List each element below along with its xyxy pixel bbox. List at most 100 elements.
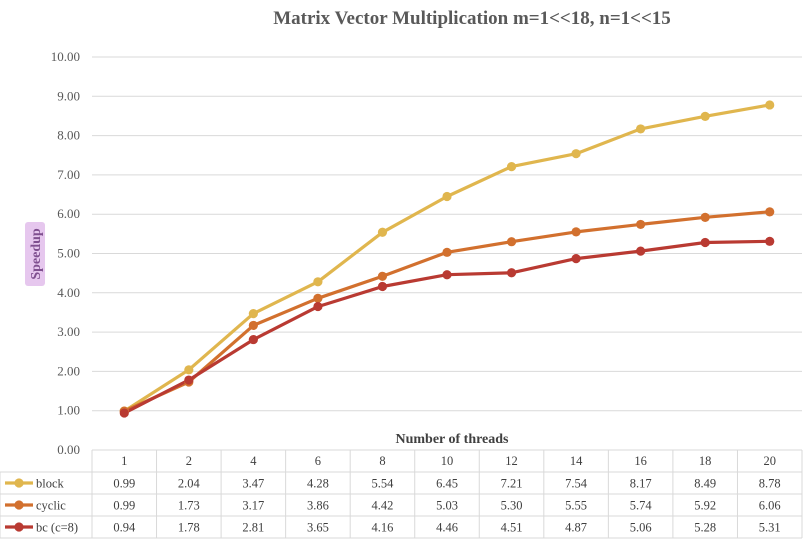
table-cell-value: 5.54 [372,477,395,491]
y-tick-label: 7.00 [57,167,80,182]
table-cell-value: 8.49 [694,477,716,491]
table-cell-value: 6.06 [759,499,781,513]
data-point [184,365,194,375]
table-cell-value: 3.65 [307,521,329,535]
table-cell-value: 6.45 [436,477,458,491]
legend-marker [14,522,24,532]
data-point [700,212,710,222]
data-point [765,236,775,246]
data-point [377,281,388,292]
table-cell-value: 5.31 [759,521,781,535]
data-point [313,277,323,287]
table-cell-value: 0.99 [113,477,135,491]
data-point [700,111,710,121]
x-tick-label: 14 [570,454,583,468]
data-point [248,320,258,331]
y-axis-title-highlight [25,222,45,286]
data-point [184,375,194,385]
series-lines [119,100,775,418]
y-tick-label: 9.00 [57,88,80,103]
legend-label: block [36,477,65,491]
table-cell-value: 7.21 [501,477,523,491]
x-tick-label: 4 [250,454,257,468]
x-tick-label: 6 [315,454,321,468]
data-point [765,207,775,217]
table-cell-value: 5.28 [694,521,716,535]
chart-title: Matrix Vector Multiplication m=1<<18, n=… [273,8,671,29]
table-cell-value: 8.17 [630,477,652,491]
y-tick-label: 0.00 [57,442,80,457]
table-cell-value: 4.87 [565,521,587,535]
data-point [442,191,452,202]
table-cell-value: 1.78 [178,521,200,535]
x-tick-label: 20 [763,454,776,468]
y-axis-title: Speedup [25,222,45,286]
table-cell-value: 0.99 [113,499,135,513]
table-cell-value: 2.81 [242,521,264,535]
table-cell-value: 4.51 [501,521,523,535]
data-point [571,149,581,159]
table-cell-value: 3.47 [242,477,264,491]
data-point [506,162,517,172]
y-tick-label: 1.00 [57,403,80,418]
data-point [248,309,258,319]
table-cell-value: 4.28 [307,477,329,491]
data-point [119,408,129,418]
table-cell-value: 5.74 [630,499,653,513]
y-tick-label: 10.00 [51,49,80,64]
table-cell-value: 3.17 [242,499,264,513]
x-tick-label: 12 [505,454,518,468]
y-tick-label: 2.00 [57,363,80,378]
gridlines [92,56,802,412]
table-cell-value: 5.30 [501,499,523,513]
table-cell-value: 5.92 [694,499,716,513]
legend-marker [14,478,24,488]
legend-label: bc (c=8) [36,521,78,535]
legend-label: cyclic [36,499,66,513]
table-cell-value: 4.42 [372,499,394,513]
y-tick-label: 3.00 [57,324,80,339]
data-point [700,237,710,248]
data-point [377,227,388,237]
data-point [442,270,452,280]
data-point [571,254,581,264]
data-point [636,219,646,230]
series-line [122,239,772,415]
data-point [506,237,517,247]
table-cell-value: 5.03 [436,499,458,513]
table-cell-value: 7.54 [565,477,588,491]
y-tick-label: 8.00 [57,128,80,143]
table-cell-value: 0.94 [113,521,136,535]
y-tick-label: 5.00 [57,246,80,261]
table-cell-value: 5.06 [630,521,652,535]
data-point [442,247,452,257]
data-point [313,293,323,303]
data-point [248,334,258,345]
data-point [377,271,388,281]
legend-marker [14,500,24,510]
table-cell-value: 4.16 [372,521,394,535]
x-tick-label: 10 [441,454,454,468]
data-point [313,301,323,312]
x-tick-label: 8 [379,454,385,468]
data-point [636,246,646,256]
table-cell-value: 3.86 [307,499,329,513]
x-tick-label: 16 [634,454,647,468]
table-cell-value: 8.78 [759,477,781,491]
y-axis-title-text: Speedup [29,228,44,280]
data-point [765,100,775,110]
series-line [122,210,772,413]
x-axis-title: Number of threads [395,432,509,447]
x-tick-label: 18 [699,454,712,468]
table-cell-value: 1.73 [178,499,200,513]
data-point [636,124,646,134]
x-tick-label: 1 [121,454,127,468]
table-cell-value: 5.55 [565,499,587,513]
table-cell-value: 4.46 [436,521,458,535]
data-point [506,268,517,278]
table-cell-value: 2.04 [178,477,201,491]
y-tick-label: 6.00 [57,206,80,221]
y-tick-label: 4.00 [57,285,80,300]
